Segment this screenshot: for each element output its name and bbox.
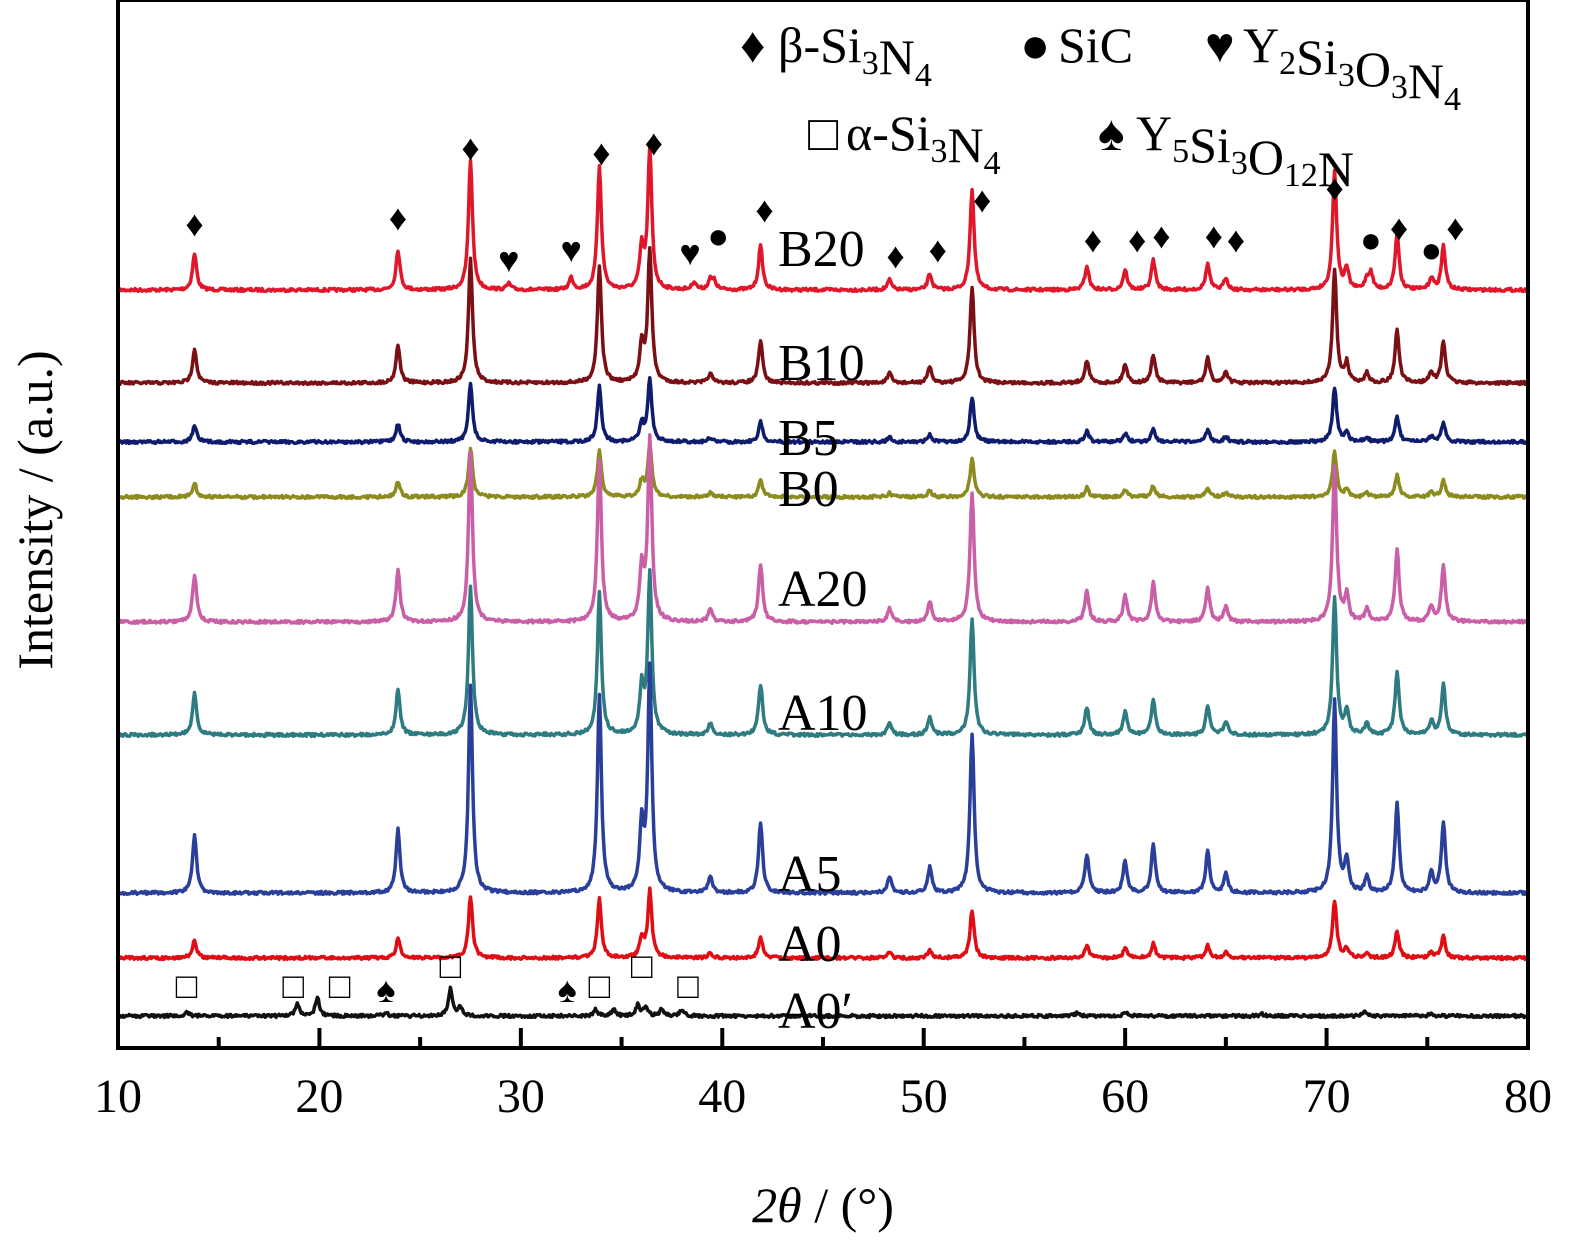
diamond-peak-marker: ♦	[929, 230, 947, 270]
x-tick-label: 40	[698, 1070, 746, 1123]
circle-peak-marker: ●	[1420, 230, 1442, 270]
series-line-B20	[116, 143, 1529, 294]
diamond-peak-marker: ♦	[1084, 220, 1102, 260]
series-label: B0	[778, 461, 839, 518]
diamond-peak-marker: ♦	[592, 133, 610, 173]
diamond-peak-marker: ♦	[1128, 220, 1146, 260]
series-line-A0	[116, 886, 1530, 962]
heart-legend-icon: ♥	[1205, 17, 1235, 73]
diamond-peak-marker: ♦	[1390, 208, 1408, 248]
diamond-peak-marker: ♦	[645, 123, 663, 163]
x-tick-label: 70	[1303, 1070, 1351, 1123]
heart-peak-marker: ♥	[679, 233, 700, 273]
square-peak-marker: □	[282, 966, 304, 1006]
square-peak-marker: □	[631, 946, 653, 986]
x-tick-label: 10	[94, 1070, 142, 1123]
series-label: A20	[778, 561, 868, 618]
series-label: B10	[778, 335, 865, 392]
y-axis-title: Intensity / (a.u.)	[7, 350, 63, 669]
legend-label: α-Si3N4	[846, 105, 1001, 182]
diamond-peak-marker: ♦	[1152, 216, 1170, 256]
series-line-B10	[116, 245, 1530, 387]
x-tick-label: 50	[900, 1070, 948, 1123]
circle-legend-icon: ●	[1020, 17, 1050, 73]
spade-legend-icon: ♠	[1098, 105, 1125, 161]
series-label: A10	[778, 685, 868, 742]
x-tick-label: 30	[497, 1070, 545, 1123]
circle-peak-marker: ●	[1360, 220, 1382, 260]
legend-label: Y5Si3O12N	[1136, 105, 1354, 197]
heart-peak-marker: ♥	[561, 230, 582, 270]
circle-peak-marker: ●	[707, 216, 729, 256]
spade-peak-marker: ♠	[376, 970, 395, 1010]
x-tick-label: 60	[1101, 1070, 1149, 1123]
diamond-peak-marker: ♦	[389, 198, 407, 238]
square-peak-marker: □	[176, 966, 198, 1006]
series-label: A0′	[778, 983, 853, 1040]
peak-marker-group: ♦ ♦♦ ♦ ♦♥ ♥ ♥ ●♦♦ ♦♦♦ ♦ ♦ ♦ ♦♦● ♦●♦□ □ □ ♠□♠ □ □ □	[176, 123, 1465, 1010]
legend-label: SiC	[1058, 17, 1133, 73]
legend-label: β-Si3N4	[778, 17, 932, 94]
square-peak-marker: □	[589, 966, 611, 1006]
diamond-peak-marker: ♦	[1227, 220, 1245, 260]
diamond-legend-icon: ♦	[740, 17, 766, 73]
x-tick-label: 80	[1504, 1070, 1552, 1123]
diamond-peak-marker: ♦	[886, 236, 904, 276]
x-axis-ticks: 10 20 30 40 50 60 70 80	[94, 1028, 1552, 1123]
heart-peak-marker: ♥	[498, 240, 519, 280]
series-line-A10	[116, 568, 1530, 739]
series-line-A0′	[117, 985, 1529, 1020]
legend: ♦ β-Si3N4 ● SiC ♥ Y2Si3O3N4 □ α-Si3N4 ♠ Y5Si3O12N	[740, 17, 1461, 197]
square-peak-marker: □	[439, 946, 461, 986]
series-line-A20	[116, 433, 1530, 626]
diamond-peak-marker: ♦	[755, 190, 773, 230]
diamond-peak-marker: ♦	[1446, 208, 1464, 248]
diamond-peak-marker: ♦	[973, 180, 991, 220]
legend-label: Y2Si3O3N4	[1243, 17, 1461, 118]
series-line-A5	[117, 661, 1530, 897]
diamond-peak-marker: ♦	[461, 128, 479, 168]
series-line-B0	[116, 441, 1529, 501]
series-label: A0	[778, 916, 842, 973]
spade-peak-marker: ♠	[558, 970, 577, 1010]
x-axis-title: 2θ / (°)	[752, 1177, 894, 1233]
x-tick-label: 20	[295, 1070, 343, 1123]
series-label: B5	[778, 410, 839, 467]
series-label: B20	[778, 221, 865, 278]
square-peak-marker: □	[329, 966, 351, 1006]
series-label: A5	[778, 846, 842, 903]
square-legend-icon: □	[808, 105, 839, 161]
diamond-peak-marker: ♦	[1325, 168, 1343, 208]
series-line-B5	[116, 375, 1529, 446]
diamond-peak-marker: ♦	[1205, 216, 1223, 256]
diamond-peak-marker: ♦	[185, 204, 203, 244]
square-peak-marker: □	[677, 966, 699, 1006]
